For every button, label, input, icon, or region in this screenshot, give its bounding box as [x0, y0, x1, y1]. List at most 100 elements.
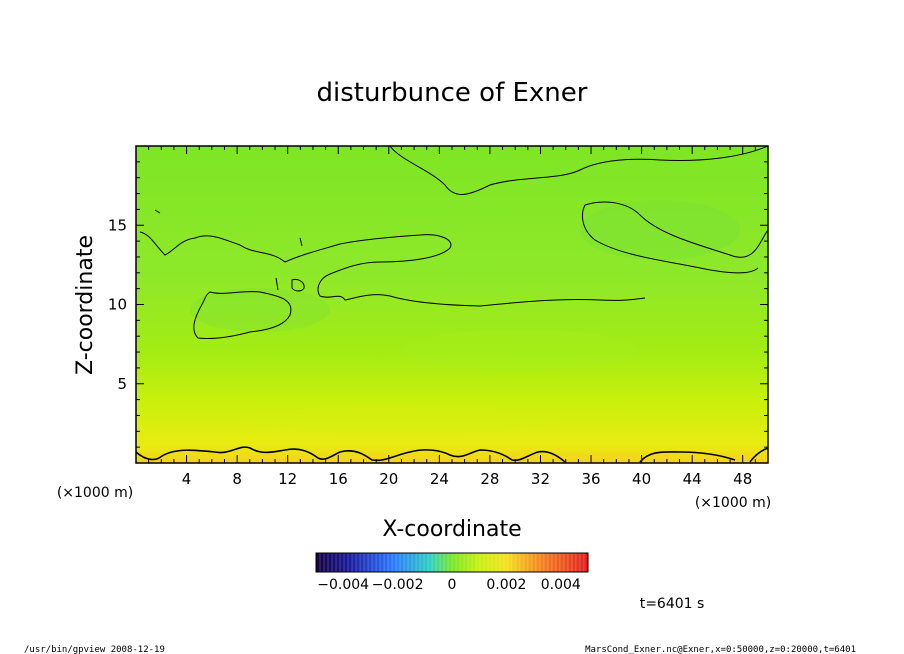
colorbar-cell: [388, 553, 393, 572]
colorbar-cell: [556, 553, 561, 572]
colorbar-cell: [512, 553, 517, 572]
colorbar-cell: [572, 553, 577, 572]
field-patch: [240, 406, 560, 434]
colorbar-cell: [532, 553, 537, 572]
colorbar-cell: [476, 553, 481, 572]
colorbar-cell: [520, 553, 525, 572]
colorbar-cell: [340, 553, 345, 572]
x-tick-label: 24: [430, 470, 449, 488]
y-axis: 5 10 15: [108, 161, 768, 448]
colorbar-cell: [328, 553, 333, 572]
y-tick-label: 5: [117, 375, 127, 393]
colorbar-cell: [408, 553, 413, 572]
x-tick-label: 36: [581, 470, 600, 488]
footer-left: /usr/bin/gpview 2008-12-19: [24, 645, 165, 654]
colorbar-cell: [364, 553, 369, 572]
colorbar-cell: [524, 553, 529, 572]
colorbar-cell: [444, 553, 449, 572]
colorbar-cell: [468, 553, 473, 572]
colorbar-cell: [360, 553, 365, 572]
colorbar-tick-label: 0.004: [541, 577, 581, 593]
colorbar: [315, 552, 589, 573]
colorbar-cell: [392, 553, 397, 572]
colorbar-frame: [315, 552, 589, 573]
x-tick-label: 8: [232, 470, 242, 488]
footer-right: MarsCond_Exner.nc@Exner,x=0:50000,z=0:20…: [585, 645, 856, 654]
contour-line: [154, 209, 305, 292]
time-label: t=6401 s: [640, 596, 705, 612]
x-axis-label: X-coordinate: [382, 517, 521, 542]
colorbar-cell: [568, 553, 573, 572]
colorbar-cell: [440, 553, 445, 572]
colorbar-cell: [456, 553, 461, 572]
colorbar-cell: [484, 553, 489, 572]
x-tick-label: 32: [531, 470, 550, 488]
colorbar-tick-label: −0.002: [372, 577, 424, 593]
colorbar-cell: [412, 553, 417, 572]
colorbar-cell: [432, 553, 437, 572]
colorbar-cell: [400, 553, 405, 572]
x-tick-label: 28: [480, 470, 499, 488]
colorbar-tick-label: −0.004: [317, 577, 369, 593]
colorbar-cell: [540, 553, 545, 572]
colorbar-cell: [528, 553, 533, 572]
x-tick-label: 16: [329, 470, 348, 488]
colorbar-cell: [576, 553, 581, 572]
colorbar-cell: [504, 553, 509, 572]
contour-line: [582, 201, 768, 274]
colorbar-cell: [496, 553, 501, 572]
colorbar-cell: [508, 553, 513, 572]
colorbar-cell: [564, 553, 569, 572]
plot-area: [136, 146, 768, 463]
x-tick-label: 44: [683, 470, 702, 488]
colorbar-cell: [384, 553, 389, 572]
contour-line: [136, 446, 768, 463]
colorbar-cell: [344, 553, 349, 572]
contour-line: [193, 291, 292, 339]
colorbar-cell: [380, 553, 385, 572]
field-patch: [400, 330, 640, 370]
colorbar-cell: [316, 553, 321, 572]
colorbar-cell: [544, 553, 549, 572]
colorbar-cell: [552, 553, 557, 572]
x-tick-label: 12: [278, 470, 297, 488]
chart-title: disturbunce of Exner: [317, 78, 588, 108]
colorbar-cell: [332, 553, 337, 572]
colorbar-cell: [416, 553, 421, 572]
colorbar-cell: [460, 553, 465, 572]
colorbar-labels: −0.004 −0.002 0 0.002 0.004: [317, 577, 581, 593]
colorbar-cell: [368, 553, 373, 572]
colorbar-cell: [372, 553, 377, 572]
x-unit-label-right: (×1000 m): [695, 495, 771, 511]
colorbar-cell: [336, 553, 341, 572]
colorbar-cell: [492, 553, 497, 572]
colorbar-cell: [452, 553, 457, 572]
colorbar-cell: [352, 553, 357, 572]
contour-line: [139, 231, 646, 307]
colorbar-cell: [396, 553, 401, 572]
colorbar-cell: [536, 553, 541, 572]
colorbar-cell: [516, 553, 521, 572]
x-tick-label: 40: [632, 470, 651, 488]
y-axis-label: Z-coordinate: [73, 235, 98, 375]
y-tick-label: 10: [108, 296, 127, 314]
colorbar-cell: [420, 553, 425, 572]
colorbar-cell: [548, 553, 553, 572]
colorbar-cell: [428, 553, 433, 572]
colorbar-cell: [436, 553, 441, 572]
colorbar-cell: [580, 553, 585, 572]
colorbar-cell: [472, 553, 477, 572]
x-tick-label: 20: [379, 470, 398, 488]
colorbar-cell: [320, 553, 325, 572]
colorbar-cell: [376, 553, 381, 572]
colorbar-cell: [348, 553, 353, 572]
x-tick-label: 48: [733, 470, 752, 488]
colorbar-cell: [356, 553, 361, 572]
x-axis: 4 8 12 16 20 24 28 32 36 40 44 48: [148, 146, 756, 488]
colorbar-cell: [464, 553, 469, 572]
y-tick-label: 15: [108, 216, 127, 234]
colorbar-cell: [424, 553, 429, 572]
colorbar-cell: [500, 553, 505, 572]
colorbar-cell: [448, 553, 453, 572]
